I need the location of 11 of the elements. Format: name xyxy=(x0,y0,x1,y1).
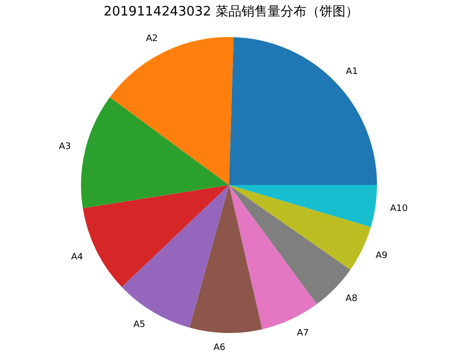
slice-label: A2 xyxy=(146,34,158,44)
slice-label: A6 xyxy=(214,343,226,354)
slice-label: A5 xyxy=(133,320,146,330)
slice-label: A3 xyxy=(58,142,71,152)
slice-label: A1 xyxy=(346,67,358,78)
slice-label: A10 xyxy=(390,204,408,214)
chart-title: 2019114243032 菜品销售量分布（饼图） xyxy=(104,4,358,20)
slice-label: A7 xyxy=(296,328,309,338)
slice-label: A9 xyxy=(376,251,388,262)
slice-label: A4 xyxy=(71,252,84,262)
slice-label: A8 xyxy=(346,294,358,304)
